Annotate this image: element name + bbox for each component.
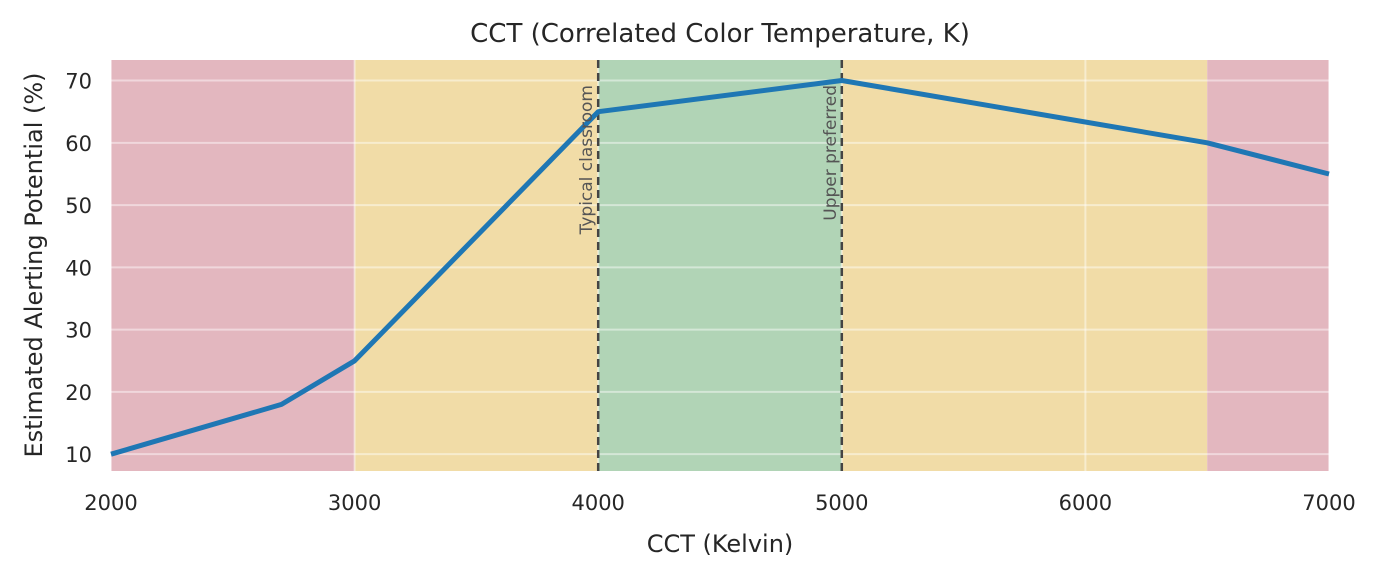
y-tick-label-30: 30 xyxy=(65,319,92,343)
bands-layer xyxy=(111,60,1329,471)
band-0 xyxy=(111,60,355,471)
band-2 xyxy=(598,60,842,471)
band-4 xyxy=(1207,60,1329,471)
x-tick-label-7000: 7000 xyxy=(1302,491,1355,515)
x-tick-label-4000: 4000 xyxy=(571,491,624,515)
y-tick-label-50: 50 xyxy=(65,194,92,218)
y-tick-label-40: 40 xyxy=(65,256,92,280)
x-tick-label-3000: 3000 xyxy=(328,491,381,515)
x-tick-label-2000: 2000 xyxy=(84,491,137,515)
band-3 xyxy=(842,60,1207,471)
band-1 xyxy=(355,60,599,471)
y-tick-label-70: 70 xyxy=(65,70,92,94)
x-tick-label-6000: 6000 xyxy=(1059,491,1112,515)
chart-title: CCT (Correlated Color Temperature, K) xyxy=(470,19,970,49)
annotation-1: Upper preferred xyxy=(821,85,841,221)
annotation-0: Typical classroom xyxy=(577,85,597,235)
x-tick-label-5000: 5000 xyxy=(815,491,868,515)
y-tick-label-10: 10 xyxy=(65,443,92,467)
y-tick-label-20: 20 xyxy=(65,381,92,405)
x-axis-title: CCT (Kelvin) xyxy=(647,530,794,558)
y-axis-title: Estimated Alerting Potential (%) xyxy=(20,72,48,457)
y-tick-label-60: 60 xyxy=(65,132,92,156)
